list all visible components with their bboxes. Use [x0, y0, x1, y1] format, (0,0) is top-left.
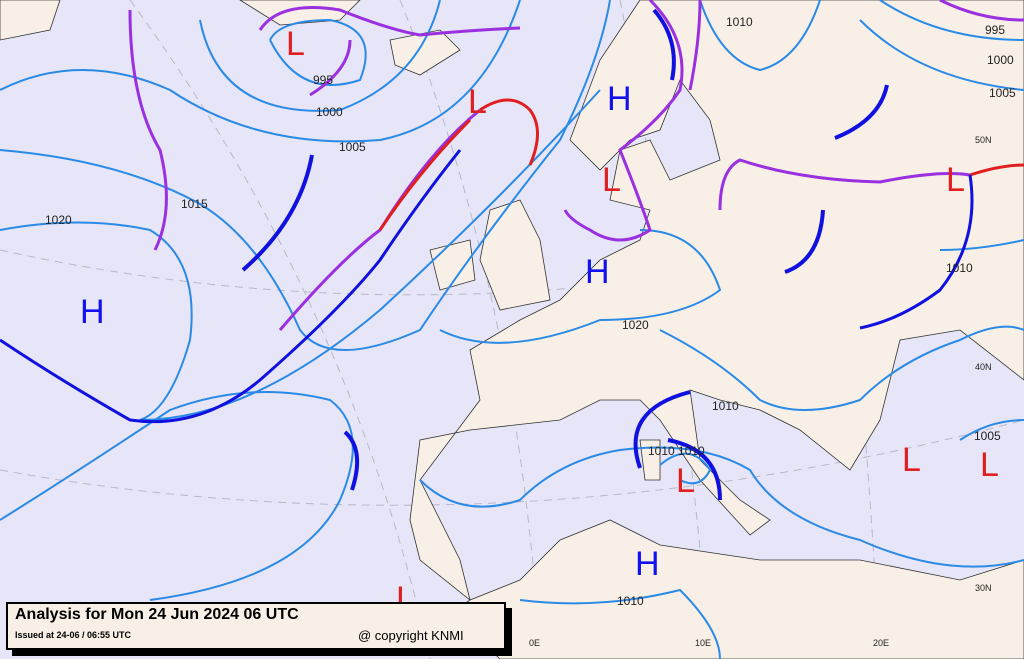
high-marker: H	[607, 80, 632, 118]
isobar-label: 1010 1010	[648, 444, 705, 458]
isobar-label: 1005	[974, 429, 1001, 443]
lat-label: 50N	[975, 135, 992, 145]
analysis-title: Analysis for Mon 24 Jun 2024 06 UTC	[15, 606, 299, 623]
isobar-label: 1000	[987, 53, 1014, 67]
low-marker: L	[468, 83, 487, 121]
isobar-label: 1015	[181, 197, 208, 211]
low-marker: L	[902, 441, 921, 479]
low-marker: L	[602, 161, 621, 199]
isobar-label: 1010	[712, 399, 739, 413]
lon-label: 20E	[873, 638, 889, 648]
low-pressure-centers: L L L L L L L L	[286, 25, 999, 618]
low-marker: L	[946, 161, 965, 199]
high-marker: H	[80, 293, 105, 331]
high-marker: H	[585, 253, 610, 291]
issued-time: Issued at 24-06 / 06:55 UTC	[15, 630, 132, 640]
isobar-label: 1020	[45, 213, 72, 227]
low-marker: L	[980, 446, 999, 484]
lon-label: 0E	[529, 638, 540, 648]
lat-label: 30N	[975, 583, 992, 593]
high-pressure-centers: H H H H	[80, 80, 660, 583]
isobar-label: 1005	[989, 86, 1016, 100]
isobar-label: 995	[313, 73, 333, 87]
isobar-label: 1005	[339, 140, 366, 154]
high-marker: H	[635, 545, 660, 583]
copyright: @ copyright KNMI	[358, 628, 464, 643]
isobar-label: 1010	[726, 15, 753, 29]
isobar-label: 1010	[946, 261, 973, 275]
caption-box: Analysis for Mon 24 Jun 2024 06 UTC Issu…	[6, 602, 506, 650]
isobar-label: 1000	[316, 105, 343, 119]
graticule-labels: 50N 40N 30N 0E 10E 20E	[529, 135, 992, 648]
low-marker: L	[286, 25, 305, 63]
isobar-label: 1020	[622, 318, 649, 332]
isobar-label: 1010	[617, 594, 644, 608]
low-marker: L	[676, 462, 695, 500]
fronts	[0, 0, 1024, 424]
lon-label: 10E	[695, 638, 711, 648]
troughs	[241, 8, 889, 501]
lat-label: 40N	[975, 362, 992, 372]
isobar-label: 995	[985, 23, 1005, 37]
isobar-labels: 995 1000 1005 1015 1020 1020 1010 1010 1…	[45, 15, 1016, 608]
